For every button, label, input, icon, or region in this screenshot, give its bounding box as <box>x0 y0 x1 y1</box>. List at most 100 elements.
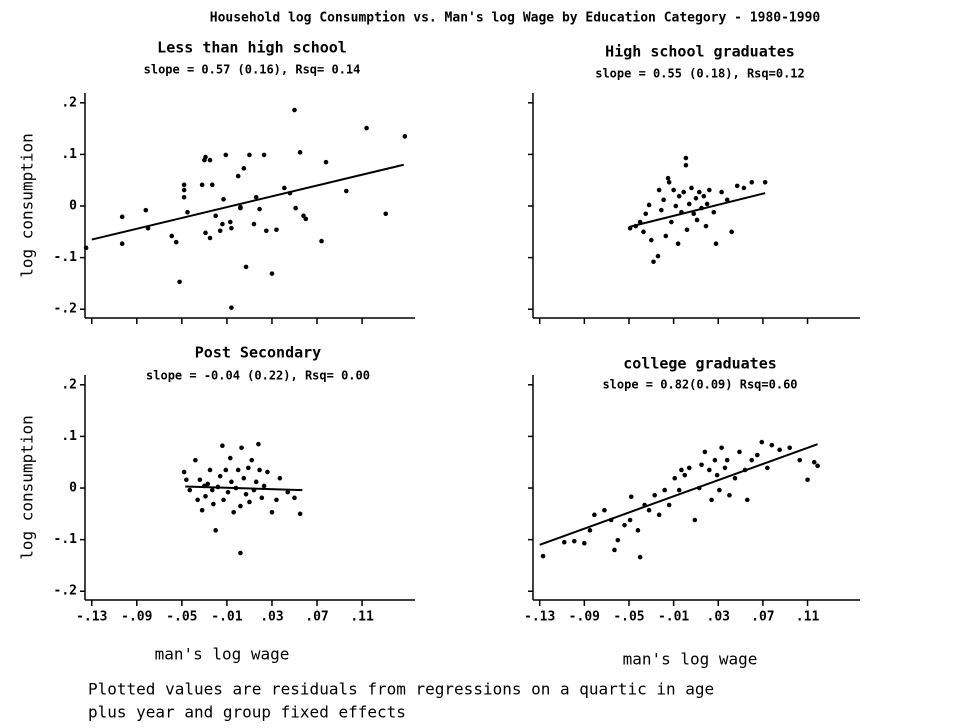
point <box>719 445 724 451</box>
point <box>702 449 708 455</box>
point <box>712 457 718 463</box>
point <box>684 227 690 233</box>
point <box>661 197 666 203</box>
point <box>231 509 236 515</box>
point <box>713 241 719 246</box>
point <box>811 459 817 465</box>
point <box>177 279 182 285</box>
point <box>217 473 223 479</box>
point <box>221 497 226 503</box>
point <box>213 213 218 219</box>
point <box>683 162 689 168</box>
point <box>787 445 792 451</box>
point <box>679 467 684 473</box>
point <box>261 152 267 158</box>
point <box>714 472 720 478</box>
point <box>769 442 775 448</box>
x-tick-label: .11 <box>796 610 820 625</box>
point <box>238 550 243 556</box>
point <box>691 211 697 217</box>
point <box>269 509 275 515</box>
x-tick-label: -.01 <box>211 610 242 625</box>
point <box>207 235 213 241</box>
point <box>656 512 662 518</box>
point <box>256 441 261 447</box>
point <box>582 540 587 546</box>
point <box>693 195 699 201</box>
point <box>741 185 747 191</box>
y-tick-label: .1 <box>61 429 77 444</box>
fit-line <box>629 192 766 228</box>
point <box>297 150 303 155</box>
point <box>220 221 225 227</box>
point <box>561 539 567 545</box>
y-tick-label: .1 <box>61 147 77 162</box>
point <box>662 487 667 493</box>
panel-title: Less than high school <box>157 39 347 57</box>
panel-subtitle: slope = -0.04 (0.22), Rsq= 0.00 <box>146 369 370 383</box>
point <box>665 175 671 181</box>
point <box>241 475 247 481</box>
point <box>209 487 215 493</box>
point <box>717 487 722 493</box>
point <box>207 157 213 163</box>
point <box>689 185 694 191</box>
point <box>181 187 187 193</box>
point <box>207 467 213 473</box>
point <box>246 465 251 471</box>
point <box>169 233 175 239</box>
note-line: Plotted values are residuals from regres… <box>88 680 714 699</box>
point <box>239 445 244 451</box>
point <box>257 206 262 212</box>
point <box>722 465 728 471</box>
panel-subtitle: slope = 0.57 (0.16), Rsq= 0.14 <box>144 63 361 77</box>
point <box>319 238 324 244</box>
point <box>641 229 646 235</box>
point <box>185 209 190 215</box>
point <box>274 227 279 233</box>
point <box>701 193 707 199</box>
point <box>213 528 218 533</box>
y-axis-label: log consumption <box>18 415 37 560</box>
x-tick-label: -.13 <box>524 610 555 625</box>
point <box>181 469 187 475</box>
point <box>383 211 389 217</box>
point <box>225 489 231 495</box>
point <box>220 443 225 448</box>
point <box>805 477 810 483</box>
point <box>251 221 257 227</box>
point <box>249 457 254 463</box>
point <box>297 511 303 517</box>
point <box>264 228 269 234</box>
point <box>663 233 669 239</box>
point <box>274 497 279 503</box>
point <box>199 182 205 188</box>
figure-title: Household log Consumption vs. Man's log … <box>210 11 821 26</box>
point <box>692 517 698 523</box>
point <box>612 547 617 553</box>
point <box>217 228 223 234</box>
y-tick-label: -.2 <box>54 302 77 317</box>
point <box>724 197 730 203</box>
fit-line <box>185 485 303 492</box>
point <box>635 528 641 533</box>
point <box>83 245 89 251</box>
point <box>686 201 692 207</box>
point <box>285 489 291 495</box>
point <box>649 237 654 243</box>
point <box>711 209 717 215</box>
x-tick-label: -.13 <box>76 610 107 625</box>
point <box>247 152 252 158</box>
point <box>671 187 676 193</box>
point <box>203 230 208 236</box>
point <box>282 185 287 191</box>
point <box>540 553 546 559</box>
point <box>265 469 270 475</box>
point <box>343 188 349 194</box>
point <box>229 479 234 485</box>
point <box>646 507 652 513</box>
point <box>259 495 265 501</box>
point <box>229 305 234 310</box>
point <box>243 491 249 497</box>
